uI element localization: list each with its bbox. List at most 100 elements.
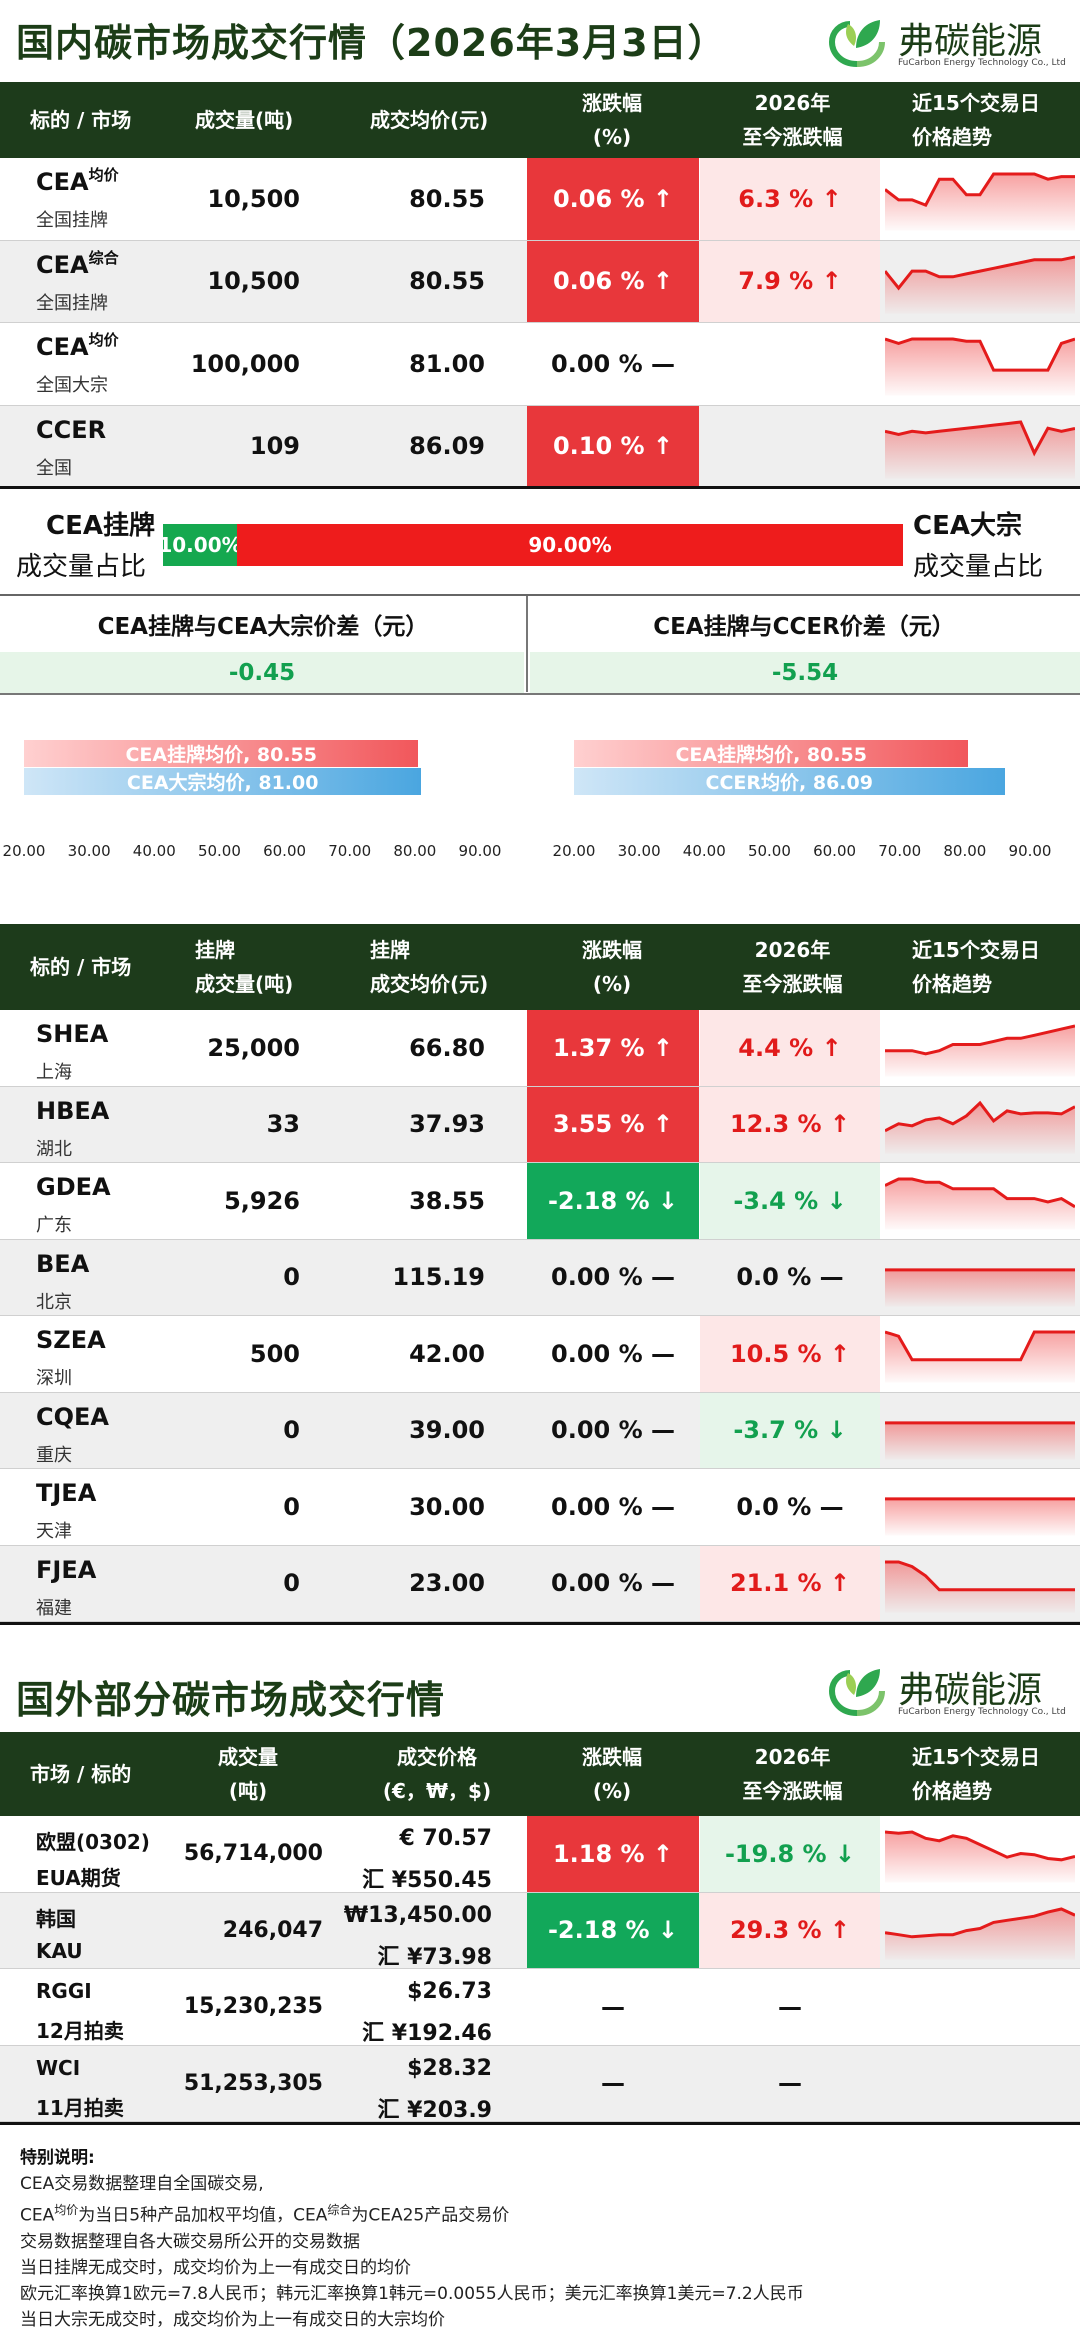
header-change: 涨跌幅 (%)	[582, 1745, 642, 1803]
ytd-change-badge: 21.1 % ↑	[700, 1545, 880, 1621]
header-target: 标的 / 市场	[30, 955, 132, 979]
change-badge: 1.37 % ↑	[527, 1010, 699, 1086]
target-name: GDEA	[36, 1173, 111, 1201]
diff-value-1: -0.45	[0, 652, 524, 694]
leaf-logo-icon	[828, 20, 885, 67]
market-product: 11月拍卖	[36, 2095, 124, 2120]
price-cny-value: 汇 ¥203.9	[377, 2097, 492, 2123]
header-price: 挂牌 成交均价(元)	[370, 938, 489, 996]
price-value: 80.55	[409, 184, 485, 213]
sparkline-area	[885, 1908, 1075, 1959]
ratio-right-bar: 90.00%	[237, 524, 903, 566]
sparkline-line	[885, 1100, 1075, 1132]
target-market: 全国	[36, 457, 72, 479]
target-name: SHEA	[36, 1020, 109, 1048]
notes-section: 特别说明: CEA交易数据整理自全国碳交易, CEA均价为当日5种产品加权平均值…	[20, 2145, 1060, 2333]
price-trend-sparkline	[885, 1267, 1075, 1306]
diff-value-2: -5.54	[530, 652, 1080, 694]
header-ytd: 2026年 至今涨跌幅	[742, 938, 843, 996]
price-trend-sparkline	[885, 1024, 1075, 1077]
table-row: BEA 北京 0 115.19 0.00 % — 0.0 % —	[0, 1239, 1080, 1316]
ytd-change-badge: —	[778, 2069, 802, 2098]
mini-bar-label: CEA大宗均价, 81.00	[126, 772, 319, 794]
price-cny-value: 汇 ¥192.46	[362, 2021, 492, 2046]
volume-value: 33	[266, 1110, 300, 1139]
change-badge: 0.00 % —	[551, 1492, 675, 1521]
ytd-change-badge: 7.9 % ↑	[700, 240, 880, 322]
market-name: 韩国	[36, 1906, 76, 1931]
target-market: 上海	[36, 1062, 72, 1083]
section-title: 国外部分碳市场成交行情	[16, 1678, 446, 1722]
volume-value: 0	[283, 1569, 300, 1598]
logo-name: 弗碳能源	[898, 1670, 1043, 1711]
sparkline-area	[885, 421, 1075, 478]
target-market: 全国挂牌	[36, 210, 108, 231]
domestic-table-header: 标的 / 市场 成交量(吨) 成交均价(元) 涨跌幅 (%) 2026年 至今涨跌幅…	[0, 82, 1080, 158]
sparkline-area	[885, 1332, 1075, 1383]
volume-value: 246,047	[222, 1917, 323, 1943]
header-ytd: 2026年 至今涨跌幅	[742, 91, 843, 149]
sparkline-area	[885, 174, 1075, 231]
volume-value: 51,253,305	[183, 2070, 323, 2096]
sparkline-area	[885, 1102, 1075, 1153]
sparkline-line	[885, 172, 1075, 207]
price-trend-sparkline	[885, 337, 1075, 396]
target-market: 全国挂牌	[36, 292, 108, 314]
price-value: 30.00	[409, 1492, 485, 1521]
divider	[0, 486, 1080, 489]
logo-subtitle: FuCarbon Energy Technology Co., Ltd	[898, 58, 1066, 68]
ytd-change-badge: 10.5 % ↑	[700, 1316, 880, 1392]
target-market: 天津	[36, 1521, 72, 1542]
intl-title-bar: 国外部分碳市场成交行情 弗碳能源 FuCarbon Energy Technol…	[0, 1655, 1080, 1735]
target-name: HBEA	[36, 1096, 110, 1125]
target-market: 广东	[36, 1215, 72, 1236]
header-ytd: 2026年 至今涨跌幅	[742, 1745, 843, 1803]
sparkline-area	[885, 1561, 1075, 1612]
target-market: 深圳	[36, 1368, 72, 1389]
table-row: TJEA 天津 0 30.00 0.00 % — 0.0 % —	[0, 1469, 1080, 1546]
header-volume: 成交量(吨)	[195, 108, 294, 132]
change-badge: 0.00 % —	[551, 1339, 675, 1368]
table-row: FJEA 福建 0 23.00 0.00 % — 21.1 % ↑	[0, 1545, 1080, 1622]
ratio-left-label: CEA挂牌	[46, 511, 155, 541]
notes-title: 特别说明:	[20, 2148, 95, 2168]
target-name-suffix: 均价	[88, 166, 119, 184]
table-row: CQEA 重庆 0 39.00 0.00 % — -3.7 % ↓	[0, 1392, 1080, 1469]
target-market: 北京	[36, 1291, 72, 1313]
price-value: 23.00	[409, 1569, 485, 1598]
price-trend-sparkline	[885, 1330, 1075, 1383]
sparkline-line	[885, 419, 1075, 457]
page-title: 国内碳市场成交行情（2026年3月3日）	[16, 21, 727, 65]
price-value: $26.73	[407, 1979, 492, 2004]
target-name: TJEA	[36, 1479, 97, 1507]
header-volume: 挂牌 成交量(吨)	[195, 938, 294, 996]
price-trend-sparkline	[885, 1100, 1075, 1153]
mini-bar-label: CEA挂牌均价, 80.55	[675, 744, 867, 766]
axis-tick-label: 80.00	[943, 842, 987, 860]
volume-value: 109	[249, 432, 300, 461]
price-cny-value: 汇 ¥550.45	[362, 1868, 492, 1893]
target-name-suffix: 综合	[88, 248, 119, 267]
header-target: 标的 / 市场	[30, 108, 132, 132]
intl-table-header: 市场 / 标的 成交量 (吨) 成交价格 (€，₩，$) 涨跌幅 (%) 2026年至…	[0, 1732, 1080, 1816]
change-badge: 0.06 % ↑	[527, 240, 699, 322]
divider	[0, 693, 1080, 695]
ratio-right-label: CEA大宗	[913, 511, 1022, 541]
sparkline-line	[885, 1906, 1075, 1938]
table-row: HBEA 湖北 33 37.93 3.55 % ↑ 12.3 % ↑	[0, 1086, 1080, 1163]
change-badge: 1.18 % ↑	[527, 1816, 699, 1892]
table-row: CEA综合 全国挂牌 10,500 80.55 0.06 % ↑ 7.9 % ↑	[0, 240, 1080, 323]
price-trend-sparkline	[885, 1420, 1075, 1459]
mini-bar-listed: CEA挂牌均价, 80.55	[574, 740, 969, 767]
divider	[0, 594, 1080, 596]
target-name: SZEA	[36, 1326, 106, 1354]
ytd-change-badge: 0.0 % —	[736, 1263, 844, 1292]
price-trend-sparkline	[885, 172, 1075, 231]
sparkline-area	[885, 256, 1075, 313]
header-target: 市场 / 标的	[30, 1762, 132, 1786]
header-trend: 近15个交易日 价格趋势	[912, 1745, 1040, 1803]
note-line: 当日挂牌无成交时，成交均价为上一有成交日的均价	[20, 2257, 411, 2278]
ytd-change-badge: 4.4 % ↑	[700, 1010, 880, 1086]
logo-name: 弗碳能源	[898, 21, 1043, 62]
note-line: 当日大宗无成交时，成交均价为上一有成交日的大宗均价	[20, 2309, 445, 2330]
